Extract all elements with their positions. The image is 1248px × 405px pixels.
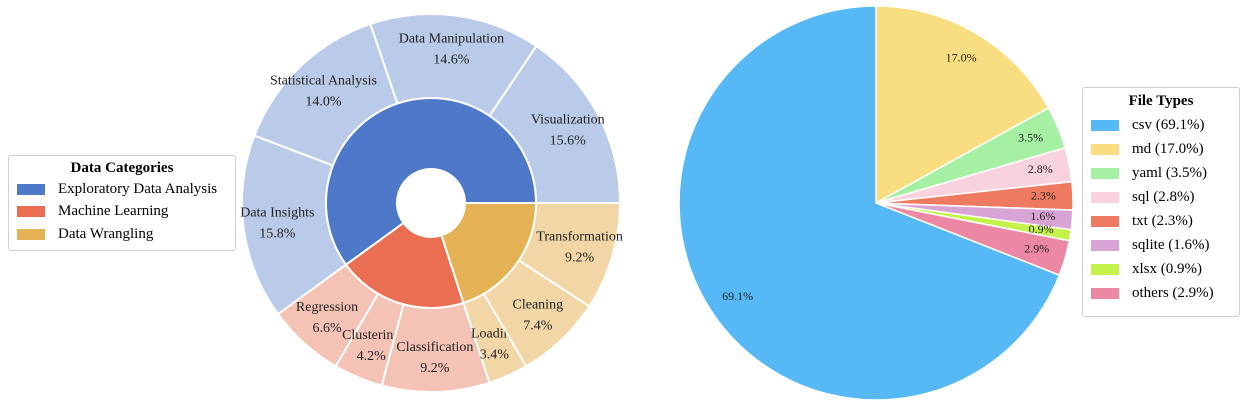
segment-name-label: Visualization: [531, 112, 605, 127]
legend-title: Data Categories: [70, 160, 174, 176]
legend-swatch: [1091, 215, 1119, 227]
segment-name-label: Clustering: [342, 328, 400, 343]
sunburst-chart: Visualization 15.6% Data Manipulation 14.6%…: [240, 13, 623, 393]
legend-swatch: [17, 228, 45, 240]
segment-name-label: Cleaning: [513, 298, 564, 313]
slice-percent-label: 69.1%: [722, 289, 753, 303]
legend-item: others (2.9%): [1091, 281, 1231, 305]
segment-value-label: 15.8%: [259, 227, 296, 242]
legend-swatch: [1091, 263, 1119, 275]
legend-swatch: [1091, 239, 1119, 251]
legend-item: yaml (3.5%): [1091, 161, 1231, 185]
slice-percent-label: 2.8%: [1028, 162, 1053, 176]
segment-value-label: 14.0%: [305, 95, 342, 110]
legend-label: xlsx (0.9%): [1132, 260, 1202, 277]
legend-item: sql (2.8%): [1091, 185, 1231, 209]
segment-value-label: 9.2%: [420, 361, 450, 376]
segment-value-label: 9.2%: [565, 250, 595, 265]
segment-value-label: 7.4%: [523, 319, 553, 334]
legend-label: csv (69.1%): [1132, 116, 1205, 133]
legend-swatch: [1091, 287, 1119, 299]
legend-swatch: [17, 206, 45, 218]
legend-label: md (17.0%): [1132, 140, 1204, 157]
legend-item: csv (69.1%): [1091, 113, 1231, 137]
legend-item: sqlite (1.6%): [1091, 233, 1231, 257]
legend-label: others (2.9%): [1132, 284, 1214, 301]
legend-item: xlsx (0.9%): [1091, 257, 1231, 281]
slice-percent-label: 2.3%: [1031, 189, 1056, 203]
file-types-legend: File Types csv (69.1%) md (17.0%) yaml (…: [1082, 87, 1240, 317]
legend-item: Data Wrangling: [17, 223, 227, 246]
pie-slice-md: [875, 5, 1050, 205]
segment-name-label: Data Manipulation: [399, 32, 504, 47]
legend-label: txt (2.3%): [1132, 212, 1193, 229]
legend-swatch: [1091, 191, 1119, 203]
inner-segment-exploratory-data-analysis: [325, 97, 538, 267]
inner-segment-machine-learning: [344, 221, 465, 310]
legend-swatch: [1091, 143, 1119, 155]
legend-item: txt (2.3%): [1091, 209, 1231, 233]
pie-slice-csv: [678, 5, 1061, 401]
segment-value-label: 6.6%: [312, 321, 342, 336]
legend-label: yaml (3.5%): [1132, 164, 1207, 181]
slice-percent-label: 17.0%: [946, 51, 977, 65]
pie-slice-yaml: [875, 106, 1067, 204]
legend-label: Machine Learning: [58, 203, 169, 220]
segment-value-label: 14.6%: [433, 53, 470, 68]
inner-segment-data-wrangling: [440, 202, 538, 305]
legend-label: sql (2.8%): [1132, 188, 1195, 205]
pie-slice-txt: [875, 180, 1074, 211]
legend-item: Machine Learning: [17, 201, 227, 224]
legend-title: File Types: [1128, 93, 1194, 109]
slice-percent-label: 2.9%: [1024, 242, 1049, 256]
slice-percent-label: 1.6%: [1030, 209, 1055, 223]
segment-name-label: Data Insights: [240, 206, 314, 221]
legend-swatch: [1091, 119, 1119, 131]
legend-swatch: [1091, 167, 1119, 179]
segment-name-label: Transformation: [536, 229, 623, 244]
pie-slice-others: [875, 202, 1071, 277]
slice-percent-label: 0.9%: [1029, 222, 1054, 236]
file-types-pie-chart: 17.0% 3.5% 2.8% 2.3% 1.6%0.9% 2.9% 69.1%: [678, 5, 1074, 401]
segment-name-label: Classification: [396, 340, 473, 355]
legend-item: md (17.0%): [1091, 137, 1231, 161]
segment-name-label: Statistical Analysis: [270, 74, 377, 89]
slice-percent-label: 3.5%: [1018, 130, 1043, 144]
pie-slice-sql: [875, 146, 1073, 204]
legend-label: sqlite (1.6%): [1132, 236, 1210, 253]
segment-value-label: 15.6%: [550, 133, 587, 148]
legend-item: Exploratory Data Analysis: [17, 178, 227, 201]
data-categories-legend: Data Categories Exploratory Data Analysi…: [8, 155, 236, 251]
segment-name-label: Regression: [296, 300, 358, 315]
legend-label: Data Wrangling: [58, 225, 154, 242]
legend-swatch: [17, 183, 45, 195]
legend-label: Exploratory Data Analysis: [58, 180, 218, 197]
segment-value-label: 3.4%: [480, 348, 510, 363]
segment-value-label: 4.2%: [357, 349, 387, 364]
